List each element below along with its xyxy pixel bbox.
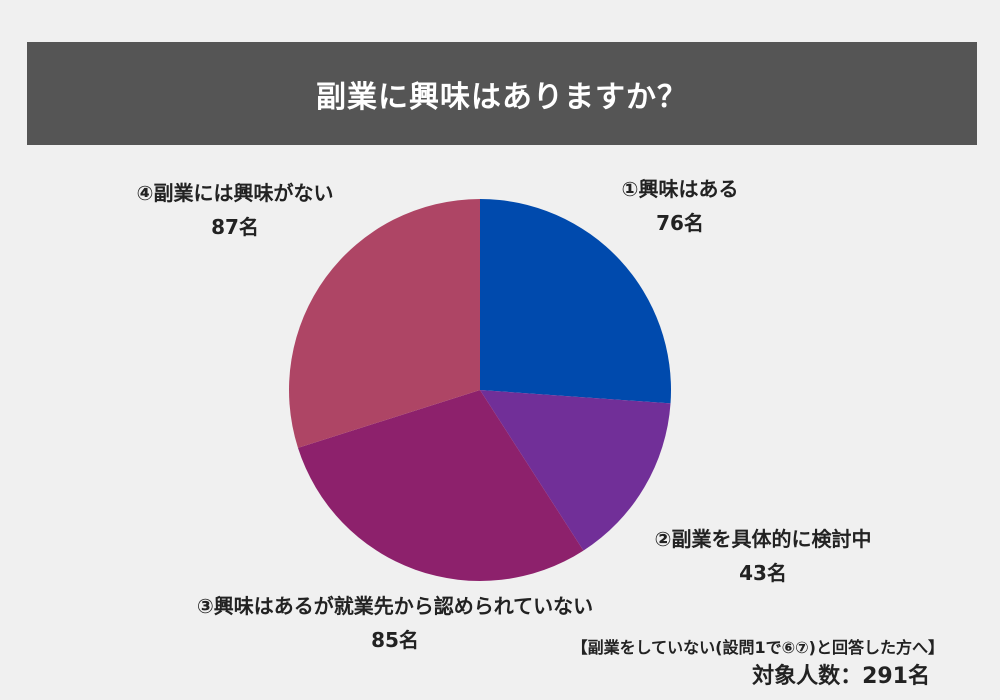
slice-label-1-value: 76名 <box>656 211 704 235</box>
slice-label-2-value: 43名 <box>739 561 787 585</box>
chart-header: 副業に興味はありますか？ <box>27 42 977 145</box>
pie-slice-3 <box>297 390 584 582</box>
slice-label-3: ③興味はあるが就業先から認められていない 85名 <box>150 589 640 657</box>
slice-label-3-value: 85名 <box>371 628 419 652</box>
slice-label-2-name: ②副業を具体的に検討中 <box>654 527 872 551</box>
chart-title: 副業に興味はありますか？ <box>316 79 688 115</box>
slice-label-2: ②副業を具体的に検討中 43名 <box>618 522 908 590</box>
slice-label-3-name: ③興味はあるが就業先から認められていない <box>196 594 594 618</box>
pie-slice-4 <box>289 199 480 448</box>
respondent-total: 対象人数：291名 <box>752 664 930 689</box>
slice-label-1: ①興味はある 76名 <box>590 172 770 240</box>
slice-label-4: ④副業には興味がない 87名 <box>100 176 370 244</box>
slice-label-4-name: ④副業には興味がない <box>136 181 334 205</box>
pie-slice-2 <box>480 390 671 551</box>
slice-label-4-value: 87名 <box>211 215 259 239</box>
footnote: 【副業をしていない(設問1で⑥⑦)と回答した方へ】 <box>571 638 944 657</box>
slice-label-1-name: ①興味はある <box>621 177 739 201</box>
pie-slice-1 <box>480 199 671 404</box>
